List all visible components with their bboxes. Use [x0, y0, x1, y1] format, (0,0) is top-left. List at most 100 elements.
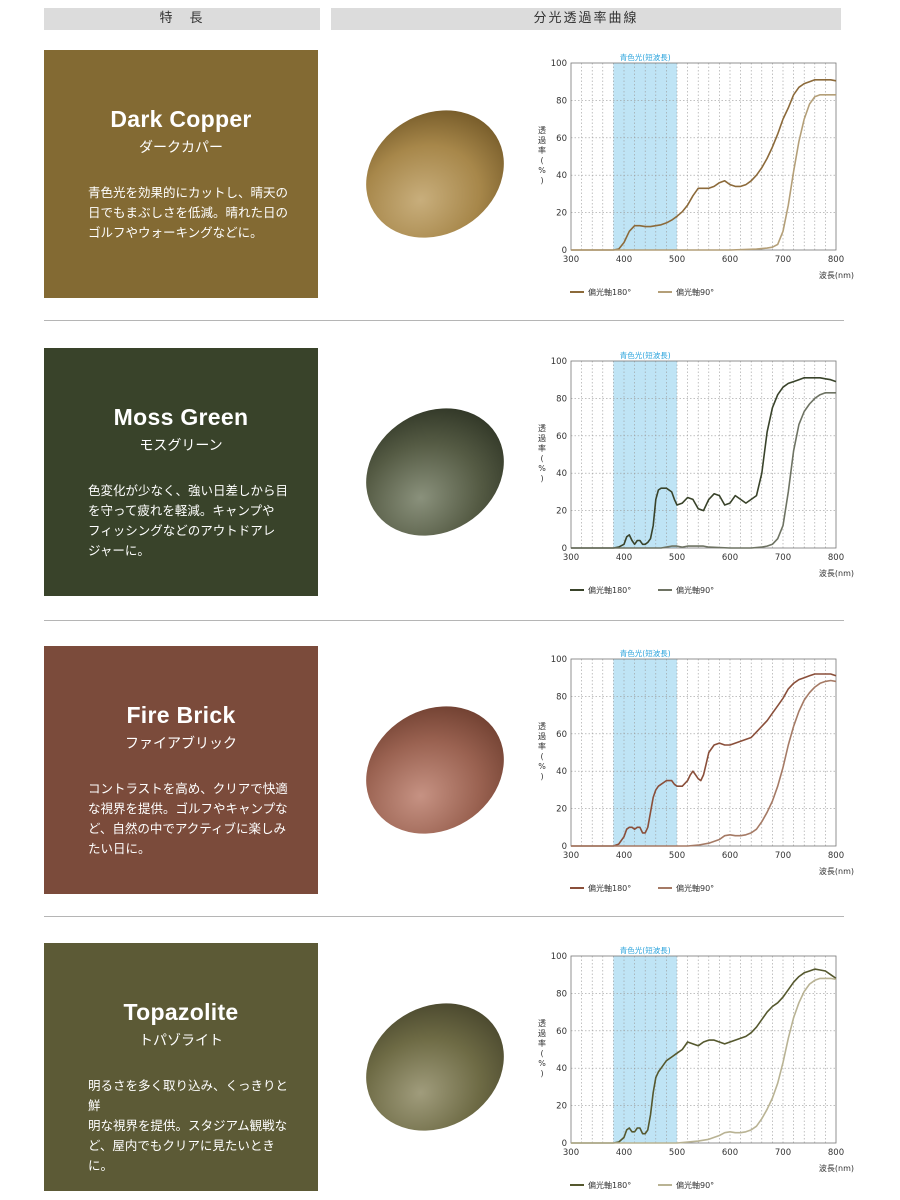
y-tick-label: 60 — [556, 1027, 567, 1037]
blue-light-band — [613, 956, 677, 1143]
y-tick-label: 60 — [556, 730, 567, 740]
series-line — [571, 79, 837, 251]
product-name: Moss Green — [113, 404, 249, 430]
legend-label: 偏光軸180° — [588, 585, 631, 595]
spectral-curve-header: 分光透過率曲線 — [331, 8, 841, 30]
y-tick-label: 20 — [556, 507, 567, 517]
section-divider — [44, 916, 844, 917]
x-axis-label: 波長(nm) — [819, 1163, 854, 1173]
transmittance-chart: 青色光(短波長) 0 20 40 60 80 100 300 400 500 600 700 800 透過… — [538, 350, 854, 595]
y-tick-label: 40 — [556, 171, 567, 181]
product-card: Dark Copper ダークカパー 青色光を効果的にカットし、晴天の 日でもま… — [44, 50, 318, 298]
lens-image — [366, 408, 504, 536]
x-tick-label: 500 — [669, 851, 685, 861]
y-tick-label: 40 — [556, 1064, 567, 1074]
y-tick-label: 80 — [556, 692, 567, 702]
product-row: Moss Green モスグリーン 色変化が少なく、強い日差しから目 を守って疲… — [0, 348, 900, 598]
y-tick-label: 100 — [551, 357, 567, 367]
y-tick-label: 20 — [556, 805, 567, 815]
x-tick-label: 700 — [775, 1148, 791, 1158]
product-row: Fire Brick ファイアブリック コントラストを高め、クリアで快適 な視界… — [0, 646, 900, 896]
x-tick-label: 700 — [775, 851, 791, 861]
lens-shape — [366, 408, 504, 536]
legend-label: 偏光軸180° — [588, 883, 631, 893]
product-card: Fire Brick ファイアブリック コントラストを高め、クリアで快適 な視界… — [44, 646, 318, 894]
product-row: Topazolite トパゾライト 明るさを多く取り込み、くっきりと鮮 明な視界… — [0, 943, 900, 1193]
y-tick-label: 80 — [556, 96, 567, 106]
series-line — [571, 679, 837, 847]
product-card: Moss Green モスグリーン 色変化が少なく、強い日差しから目 を守って疲… — [44, 348, 318, 596]
transmittance-chart: 青色光(短波長) 0 20 40 60 80 100 300 400 500 600 700 800 透過… — [538, 52, 854, 297]
blue-light-band — [613, 63, 677, 250]
blue-light-label: 青色光(短波長) — [620, 945, 671, 955]
product-kana: ダークカパー — [139, 140, 223, 156]
product-name: Dark Copper — [110, 106, 252, 132]
x-tick-label: 600 — [722, 255, 738, 265]
product-description: 青色光を効果的にカットし、晴天の 日でもまぶしさを低減。晴れた日の ゴルフやウォ… — [88, 185, 289, 240]
blue-light-band — [613, 659, 677, 846]
plot-frame — [570, 955, 837, 1144]
x-tick-label: 800 — [828, 255, 844, 265]
section-divider — [44, 620, 844, 621]
legend-label: 偏光軸180° — [588, 1180, 631, 1190]
product-name: Fire Brick — [126, 702, 236, 728]
series-line — [571, 377, 837, 549]
y-tick-label: 60 — [556, 134, 567, 144]
x-tick-label: 500 — [669, 1148, 685, 1158]
x-tick-label: 400 — [616, 851, 632, 861]
x-tick-label: 800 — [828, 1148, 844, 1158]
blue-light-band — [613, 361, 677, 548]
x-tick-label: 600 — [722, 1148, 738, 1158]
lens-shape — [366, 706, 504, 834]
legend-label: 偏光軸90° — [676, 585, 714, 595]
y-tick-label: 0 — [562, 842, 567, 852]
lens-shape — [366, 110, 504, 238]
y-tick-label: 60 — [556, 432, 567, 442]
legend-label: 偏光軸180° — [588, 287, 631, 297]
y-tick-label: 0 — [562, 544, 567, 554]
y-axis-label: 透過率(%) — [538, 722, 546, 781]
product-kana: トパゾライト — [139, 1033, 223, 1049]
product-description: 色変化が少なく、強い日差しから目 を守って疲れを軽減。キャンプや フィッシングな… — [88, 483, 289, 558]
product-name: Topazolite — [123, 999, 239, 1025]
product-card: Topazolite トパゾライト 明るさを多く取り込み、くっきりと鮮 明な視界… — [44, 943, 318, 1191]
legend-label: 偏光軸90° — [676, 287, 714, 297]
product-kana: ファイアブリック — [125, 736, 237, 752]
x-tick-label: 700 — [775, 255, 791, 265]
transmittance-chart: 青色光(短波長) 0 20 40 60 80 100 300 400 500 600 700 800 透過… — [538, 945, 854, 1190]
y-tick-label: 80 — [556, 989, 567, 999]
y-tick-label: 20 — [556, 209, 567, 219]
features-header: 特 長 — [44, 8, 320, 30]
plot-frame — [570, 658, 837, 847]
series-line — [571, 977, 837, 1144]
x-axis-label: 波長(nm) — [819, 568, 854, 578]
lens-shape — [366, 1003, 504, 1131]
x-tick-label: 600 — [722, 553, 738, 563]
blue-light-label: 青色光(短波長) — [620, 648, 671, 658]
x-tick-label: 600 — [722, 851, 738, 861]
y-tick-label: 0 — [562, 1139, 567, 1149]
y-tick-label: 100 — [551, 952, 567, 962]
y-tick-label: 0 — [562, 246, 567, 256]
x-axis-label: 波長(nm) — [819, 270, 854, 280]
product-row: Dark Copper ダークカパー 青色光を効果的にカットし、晴天の 日でもま… — [0, 50, 900, 300]
section-divider — [44, 320, 844, 321]
series-line — [571, 673, 837, 847]
y-tick-label: 100 — [551, 59, 567, 69]
lens-image — [366, 1003, 504, 1131]
x-tick-label: 300 — [563, 1148, 579, 1158]
y-tick-label: 40 — [556, 469, 567, 479]
blue-light-label: 青色光(短波長) — [620, 350, 671, 360]
lens-image — [366, 110, 504, 238]
legend-label: 偏光軸90° — [676, 1180, 714, 1190]
x-tick-label: 400 — [616, 553, 632, 563]
lens-image — [366, 706, 504, 834]
x-tick-label: 500 — [669, 553, 685, 563]
series-line — [571, 968, 837, 1144]
product-kana: モスグリーン — [139, 438, 223, 454]
x-tick-label: 400 — [616, 1148, 632, 1158]
x-tick-label: 400 — [616, 255, 632, 265]
transmittance-chart: 青色光(短波長) 0 20 40 60 80 100 300 400 500 600 700 800 透過… — [538, 648, 854, 893]
plot-frame — [570, 360, 837, 549]
y-tick-label: 80 — [556, 394, 567, 404]
